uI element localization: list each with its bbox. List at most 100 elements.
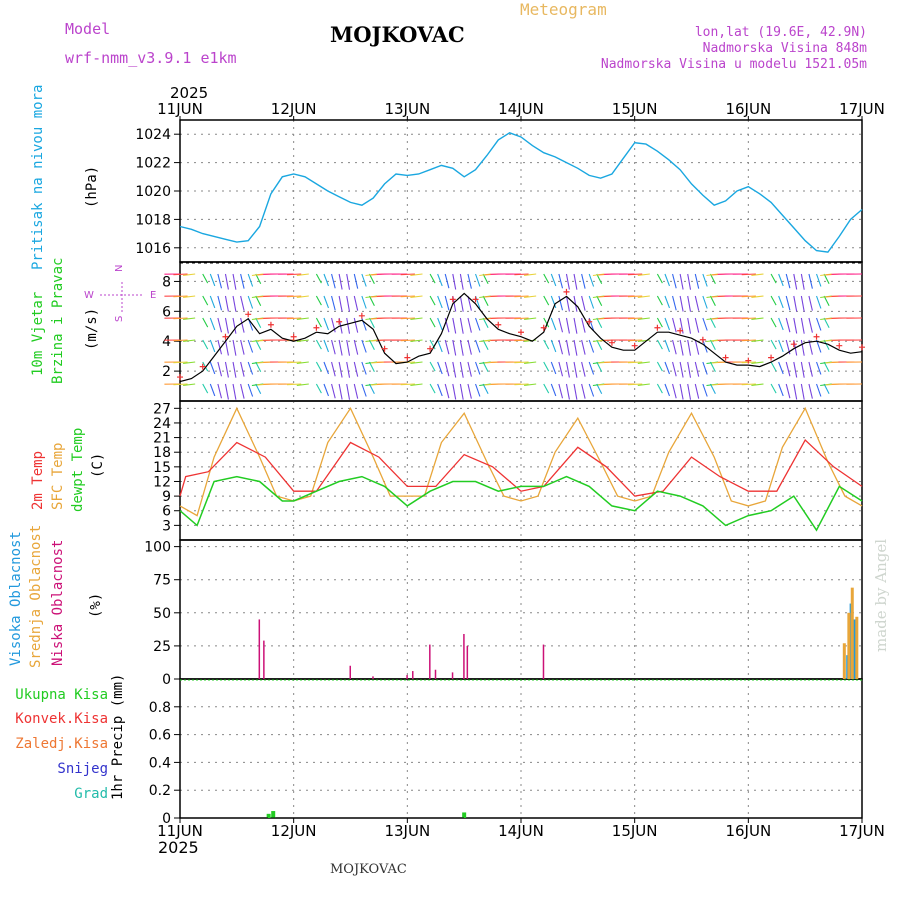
wind-arrow [550,383,557,397]
wind-arrow [331,339,336,355]
wind-arrow [514,317,529,320]
wind-arrow [429,339,436,350]
precip-bar [266,813,271,818]
wind-arrow [656,317,663,328]
y-tick-label: 1018 [135,212,171,228]
cloud-bar [842,643,846,679]
wind-arrow [346,383,351,400]
wind-arrow [475,317,481,331]
wind-arrow [543,383,550,394]
model-altitude-label: Nadmorska Visina u modelu 1521.05m [600,57,867,72]
panel-frame [179,678,863,819]
wind-arrow [778,317,784,331]
wind-arrow [785,361,791,377]
wind-arrow [558,383,564,399]
wind-arrow [709,295,716,306]
wind-arrow [247,361,254,375]
wind-arrow [467,273,472,289]
wind-arrow [482,339,489,350]
wind-arrow [565,339,570,356]
wind-arrow [565,317,570,334]
wind-arrow [687,273,692,290]
wind-arrow [452,273,457,290]
x-tick-label-bottom: 16JUN [725,822,771,840]
wind-arrow [709,273,716,284]
wind-arrow [637,295,650,298]
wind-arrow [581,361,586,377]
wind-arrow [437,317,443,331]
wind-arrow [800,273,805,290]
compass-w: W [84,290,94,301]
x-tick-label-top: 11JUN [157,100,203,118]
wind-gust-marker [813,333,820,340]
wind-arrow [286,295,302,298]
y-tick-label: 0.4 [149,755,171,771]
wind-arrow [255,339,262,350]
wind-arrow [637,317,650,320]
wind-arrow [687,295,692,312]
wind-arrow [475,339,481,353]
y-tick-label: 25 [153,639,171,655]
wind-arrow [286,383,302,386]
wind-arrow [475,383,481,397]
wind-arrow [240,361,245,377]
y-tick-label: 9 [162,489,171,505]
wind-arrow [778,361,784,375]
y-tick-label: 6 [162,504,171,520]
wind-arrow [702,273,708,287]
wind-arrow [232,361,237,378]
wind-arrow [573,317,578,334]
wind-arrow [543,273,550,284]
wind-arrow [331,383,336,399]
wind-arrow [524,295,537,298]
wind-arrow [588,339,595,353]
x-tick-label-bottom: 12JUN [271,822,317,840]
wind-arrow [679,295,684,312]
wind-arrow [573,273,578,290]
wind-gust-marker [472,296,479,303]
wind-arrow [240,295,245,311]
wind-arrow [353,339,359,355]
wind-arrow [741,273,756,276]
wind-arrow [514,361,529,364]
y-tick-label: 4 [162,334,171,350]
wind-arrow [558,361,564,377]
wind-arrow [183,273,196,276]
wind-arrow [808,295,813,311]
x-tick-label-bottom: 11JUN [157,822,203,840]
cloud-bar [429,644,431,679]
y-tick-label: 1022 [135,156,171,172]
wind-gust-marker [267,321,274,328]
wind-arrow [437,361,443,375]
wind-arrow [664,361,671,375]
wind-gust-marker [222,333,229,340]
y-tick-label: 1024 [135,127,171,143]
compass-s: S [114,316,125,322]
wind-arrow [709,317,716,328]
wind-arrow [687,361,692,378]
y-tick-label: 0 [162,811,171,827]
wind-arrow [565,383,570,400]
wind-arrow [596,361,603,372]
wind-arrow [173,295,188,298]
wind-arrow [209,383,216,397]
cloud-bar [463,633,465,679]
year-bottom: 2025 [158,838,199,857]
x-tick-label-top: 13JUN [384,100,430,118]
wind-arrow [741,317,756,320]
legend-zaledj-kisa: Zaledj.Kisa [15,736,108,752]
high-cloud-label: Visoka Oblacnost [8,531,24,666]
cloud-bar [847,612,851,679]
x-tick-label-bottom: 17JUN [839,822,885,840]
wind-gust-marker [518,329,524,336]
wind-arrow [751,317,764,320]
wind-arrow [232,339,237,356]
wind-arrow [808,273,813,289]
wind-arrow [400,339,415,342]
wind-arrow [346,339,351,356]
wind-arrow [202,339,209,350]
wind-arrow [368,383,375,394]
wind-arrow [361,361,367,375]
wind-arrow [323,383,330,397]
